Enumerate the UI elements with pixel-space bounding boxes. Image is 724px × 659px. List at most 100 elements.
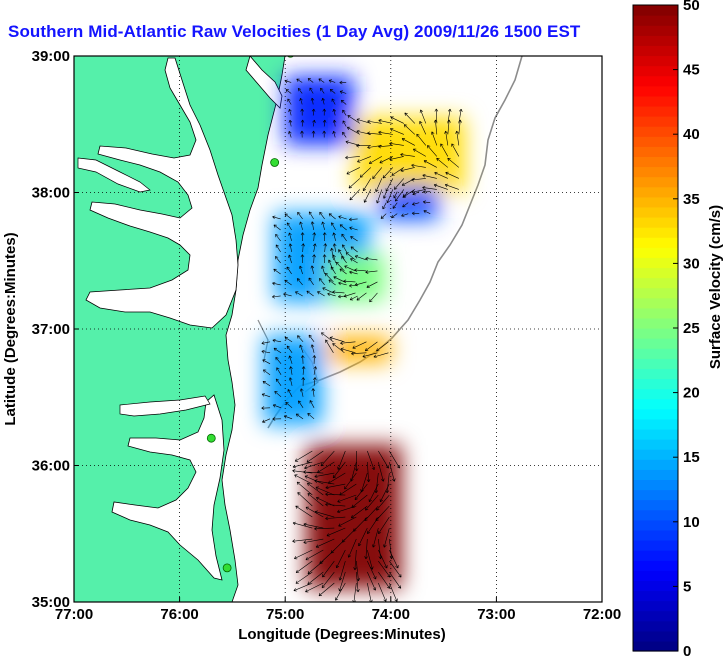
velocity-vector <box>319 278 325 286</box>
velocity-vector <box>367 571 377 591</box>
colorbar-step <box>633 519 678 531</box>
velocity-vector <box>272 294 281 299</box>
x-tick-label: 73:00 <box>477 606 515 623</box>
colorbar-step <box>633 85 678 97</box>
velocity-vector <box>306 450 324 463</box>
velocity-vector <box>389 582 398 602</box>
velocity-vector <box>340 341 356 345</box>
velocity-vector <box>339 80 347 85</box>
velocity-vector <box>272 404 282 409</box>
velocity-vector <box>262 359 271 365</box>
x-tick-label: 75:00 <box>266 606 304 623</box>
velocity-vector <box>314 510 335 518</box>
colorbar-step <box>633 216 678 228</box>
colorbar-step <box>633 509 678 521</box>
velocity-vector <box>307 413 315 420</box>
colorbar-step <box>633 156 678 168</box>
velocity-vector <box>422 185 437 190</box>
velocity-vector <box>287 98 292 105</box>
velocity-vector <box>349 295 358 301</box>
velocity-vector <box>329 88 336 94</box>
velocity-vector <box>332 232 336 242</box>
velocity-vector <box>295 291 303 297</box>
x-tick-label: 72:00 <box>583 606 621 623</box>
velocity-vector <box>362 352 378 358</box>
velocity-vector <box>339 483 357 496</box>
velocity-vector <box>314 526 335 531</box>
velocity-vector <box>311 130 316 138</box>
velocity-vector <box>345 252 356 261</box>
velocity-vector <box>350 461 357 482</box>
velocity-vector <box>349 217 358 222</box>
velocity-vector <box>308 211 314 220</box>
velocity-vector <box>353 550 357 571</box>
velocity-vector <box>411 177 426 182</box>
velocity-vector <box>321 221 325 231</box>
colorbar-step <box>633 358 678 369</box>
velocity-vector <box>362 178 372 192</box>
velocity-vector <box>343 279 356 284</box>
velocity-vector <box>342 120 347 127</box>
velocity-vector <box>327 472 346 484</box>
velocity-vector <box>393 191 398 199</box>
velocity-vector <box>400 152 415 157</box>
radar-site-marker <box>206 433 216 443</box>
velocity-vector <box>310 265 315 275</box>
velocity-vector <box>310 221 315 231</box>
velocity-vector <box>356 292 367 301</box>
velocity-vector <box>367 450 376 471</box>
colorbar-step <box>633 479 678 491</box>
colorbar-step <box>633 287 678 299</box>
velocity-vector <box>357 156 371 163</box>
velocity-vector <box>356 118 371 124</box>
velocity-vector <box>447 157 460 168</box>
velocity-vector <box>354 268 367 272</box>
velocity-vector <box>297 492 313 507</box>
y-tick-label: 38:00 <box>32 185 70 202</box>
colorbar-step <box>633 75 678 87</box>
colorbar-step <box>633 388 678 400</box>
velocity-vector <box>335 261 345 272</box>
velocity-vector <box>321 265 325 275</box>
colorbar-tick-label: 35 <box>683 191 700 208</box>
velocity-vector <box>312 232 317 242</box>
velocity-vector <box>301 366 306 375</box>
velocity-vector <box>400 167 415 172</box>
chesapeake-bay <box>85 57 239 329</box>
velocity-vector <box>322 130 326 138</box>
velocity-vector <box>356 571 360 593</box>
velocity-vector <box>354 483 368 501</box>
velocity-vector <box>332 461 346 479</box>
velocity-vector <box>359 167 372 178</box>
velocity-vector <box>311 388 316 397</box>
colorbar-step <box>633 610 678 622</box>
delaware-bay <box>245 56 283 109</box>
velocity-cell <box>327 335 391 364</box>
velocity-vector <box>393 178 405 190</box>
grid-lines <box>74 56 602 602</box>
velocity-vector <box>272 338 282 343</box>
velocity-vector <box>312 119 316 127</box>
velocity-vector <box>288 131 292 138</box>
velocity-vector <box>325 339 334 353</box>
velocity-vector <box>296 278 303 286</box>
velocity-vector <box>275 357 282 365</box>
velocity-vector <box>350 505 368 519</box>
velocity-vector <box>394 189 405 202</box>
velocity-vector <box>444 183 459 190</box>
velocity-vector <box>322 108 327 116</box>
velocity-vector <box>337 494 357 503</box>
velocity-vector <box>307 571 324 585</box>
velocity-vector <box>286 345 293 354</box>
colorbar-step <box>633 126 678 137</box>
velocity-vector <box>296 481 313 496</box>
velocity-vector <box>322 232 327 241</box>
velocity-vector <box>354 451 359 472</box>
velocity-vector <box>369 292 378 303</box>
velocity-vector <box>345 155 360 160</box>
velocity-vector <box>365 494 379 511</box>
velocity-vector <box>321 571 335 589</box>
velocity-vector <box>391 167 405 176</box>
velocity-vector <box>341 233 347 242</box>
